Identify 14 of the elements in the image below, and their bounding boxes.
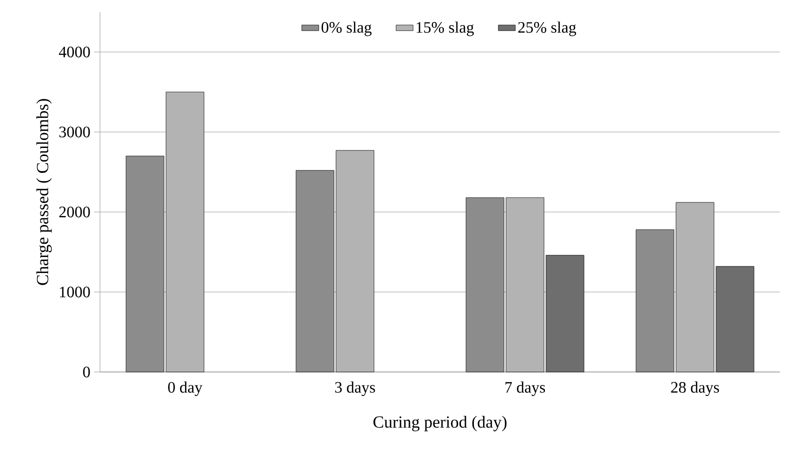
x-tick-label: 28 days (671, 382, 719, 396)
y-tick-label: 1000 (60, 286, 90, 298)
y-tick-label: 0 (83, 366, 90, 378)
x-tick-label: 7 days (505, 382, 546, 396)
legend-label: 0% slag (322, 22, 372, 36)
y-tick-label: 2000 (59, 206, 90, 218)
x-tick-label: 3 days (335, 382, 376, 396)
y-tick-label: 3000 (59, 126, 90, 138)
legend-label: 25% slag (518, 22, 576, 36)
y-tick-label: 4000 (58, 46, 90, 58)
legend-label: 15% slag (416, 22, 474, 36)
x-tick-label: 0 day (168, 382, 202, 396)
x-axis-title: Curing period (day) (373, 416, 507, 432)
y-axis-title: Charge passed ( Coulombs) (36, 99, 52, 285)
